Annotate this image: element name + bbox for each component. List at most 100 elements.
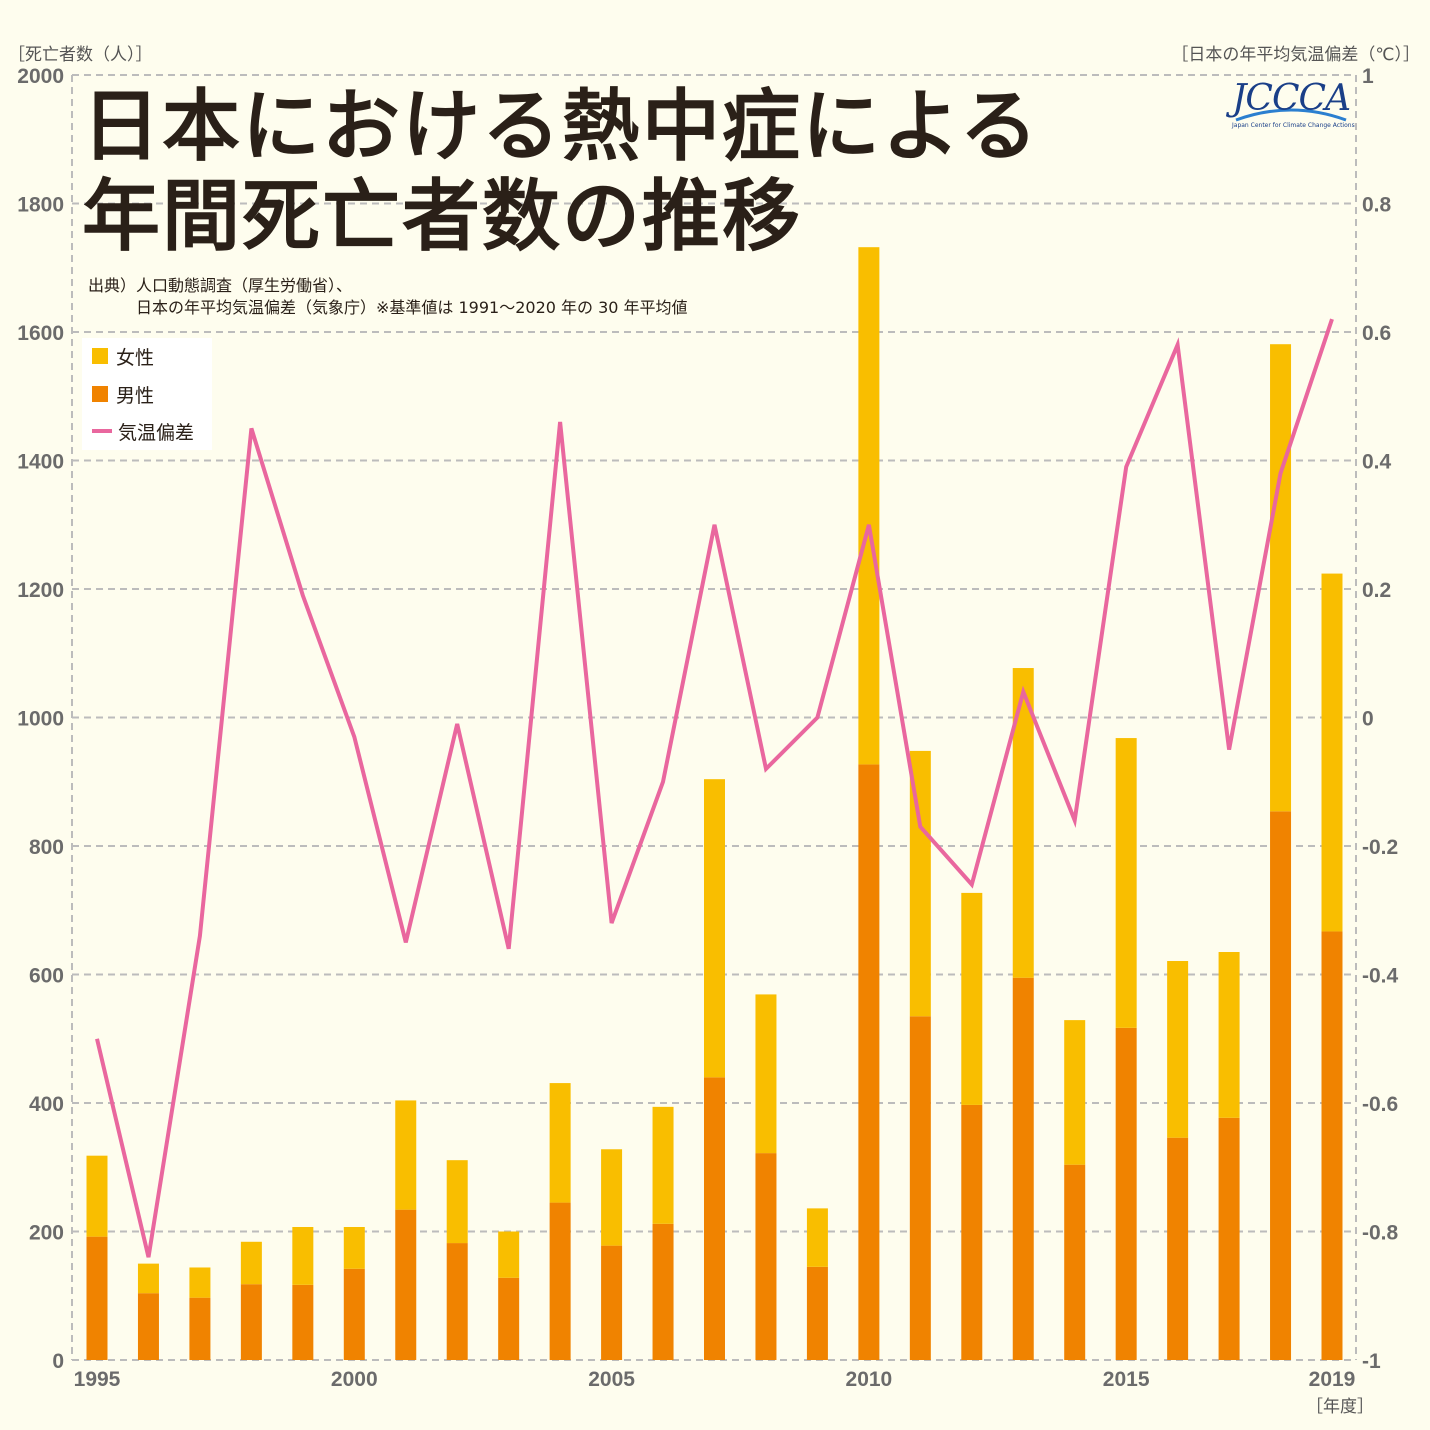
bar-female-2015 [1115, 738, 1137, 1028]
bar-male-2006 [652, 1223, 674, 1360]
bar-female-2010 [858, 247, 880, 765]
page-title-line2: 年間死亡者数の推移 [82, 172, 803, 262]
bar-female-2005 [601, 1149, 623, 1246]
x-tick-label: 2005 [588, 1368, 635, 1391]
source-line2: 日本の年平均気温偏差（気象庁）※基準値は 1991～2020 年の 30 年平均… [136, 298, 688, 317]
bar-female-1996 [137, 1263, 159, 1294]
bar-male-2005 [601, 1245, 623, 1360]
left-tick-label: 800 [29, 836, 64, 859]
right-tick-label: -0.2 [1362, 836, 1398, 859]
bar-male-2000 [343, 1268, 365, 1360]
right-tick-label: 0.6 [1362, 322, 1391, 345]
bar-male-2011 [909, 1016, 931, 1360]
bar-female-2001 [395, 1100, 417, 1210]
bar-female-2004 [549, 1083, 571, 1203]
left-tick-label: 1000 [17, 708, 64, 731]
bar-male-2014 [1064, 1164, 1086, 1360]
bar-male-2001 [395, 1209, 417, 1360]
right-tick-label: 0.8 [1362, 194, 1392, 217]
bar-female-2006 [652, 1106, 674, 1224]
bar-female-1997 [189, 1267, 211, 1298]
left-tick-label: 1200 [17, 579, 64, 602]
legend-label-female: 女性 [116, 346, 155, 369]
x-tick-label: 2019 [1309, 1368, 1356, 1391]
left-axis-ticks: 0 200 400 600 800 1000 1200 1400 1600 1800 2000 [17, 65, 64, 1373]
right-tick-label: -0.8 [1362, 1222, 1399, 1245]
bar-male-2015 [1115, 1027, 1137, 1360]
legend-label-male: 男性 [116, 384, 155, 407]
bar-female-2008 [755, 994, 777, 1154]
bar-female-2002 [446, 1160, 468, 1244]
bar-male-2018 [1270, 811, 1292, 1360]
bar-female-2018 [1270, 344, 1292, 812]
bar-female-2000 [343, 1227, 365, 1269]
x-tick-label: 2010 [846, 1368, 893, 1391]
source-line1: 出典）人口動態調査（厚生労働省）、 [88, 276, 353, 295]
bar-male-2013 [1012, 977, 1034, 1360]
bar-male-2004 [549, 1202, 571, 1360]
left-tick-label: 200 [29, 1222, 64, 1245]
bar-female-2011 [909, 750, 931, 1017]
male-swatch [92, 386, 108, 402]
bar-male-2009 [806, 1266, 828, 1360]
bar-female-2003 [498, 1231, 520, 1278]
bar-male-2019 [1321, 931, 1343, 1360]
bar-female-2017 [1218, 952, 1240, 1118]
page-title-line1: 日本における熱中症による [82, 82, 1040, 172]
left-tick-label: 1400 [17, 451, 64, 474]
bar-female-2012 [961, 892, 983, 1105]
legend-label-temperature: 気温偏差 [118, 421, 195, 444]
left-tick-label: 2000 [17, 65, 64, 88]
bar-male-1998 [240, 1284, 262, 1360]
temperature-swatch [92, 429, 112, 433]
logo-arc-icon [1235, 108, 1347, 122]
bar-male-2007 [704, 1077, 725, 1360]
right-tick-label: -1 [1362, 1350, 1381, 1373]
right-tick-label: 0.2 [1362, 579, 1391, 602]
bar-female-2014 [1064, 1020, 1086, 1165]
bar-male-2016 [1167, 1137, 1189, 1360]
left-tick-label: 400 [29, 1093, 64, 1116]
jccca-logo: JCCCA Japan Center for Climate Change Ac… [1232, 78, 1355, 134]
female-swatch [92, 348, 108, 364]
left-axis-unit: ［死亡者数（人）］ [8, 45, 153, 65]
bar-male-2002 [446, 1243, 468, 1360]
bar-female-2013 [1012, 668, 1034, 978]
bar-female-2019 [1321, 573, 1343, 932]
bar-male-2010 [858, 764, 880, 1360]
bar-female-2007 [704, 779, 725, 1078]
bar-female-1995 [86, 1155, 108, 1237]
right-tick-label: -0.4 [1362, 965, 1399, 988]
logo-text: JCCCA [1232, 78, 1351, 119]
bar-male-1999 [292, 1284, 314, 1360]
legend: 女性 男性 気温偏差 [82, 338, 212, 450]
bar-male-1997 [189, 1297, 211, 1360]
bar-male-2017 [1218, 1117, 1240, 1360]
bar-female-2016 [1167, 961, 1189, 1138]
legend-item-temperature: 気温偏差 [92, 419, 195, 444]
bar-male-2012 [961, 1104, 983, 1360]
right-tick-label: 0 [1362, 708, 1374, 731]
legend-item-female: 女性 [92, 344, 155, 369]
bar-female-2009 [806, 1208, 828, 1267]
bar-male-2003 [498, 1277, 520, 1360]
bar-female-1998 [240, 1241, 262, 1285]
temperature-line-series [95, 318, 1334, 1258]
left-tick-label: 1800 [17, 194, 64, 217]
bar-female-1999 [292, 1227, 314, 1285]
logo-subtitle: Japan Center for Climate Change Actions [1232, 122, 1355, 129]
x-tick-label: 2015 [1103, 1368, 1150, 1391]
left-tick-label: 600 [29, 965, 64, 988]
bar-series [86, 247, 1343, 1360]
x-tick-label: 2000 [331, 1368, 378, 1391]
x-tick-label: 1995 [74, 1368, 121, 1391]
x-axis-unit: ［年度］ [1306, 1397, 1374, 1417]
bar-male-1996 [137, 1293, 159, 1360]
bar-male-2008 [755, 1153, 777, 1360]
left-tick-label: 1600 [17, 322, 64, 345]
right-axis-ticks: -1 -0.8 -0.6 -0.4 -0.2 0 0.2 0.4 0.6 0.8 1 [1362, 65, 1399, 1373]
right-tick-label: 1 [1362, 65, 1374, 88]
left-tick-label: 0 [52, 1350, 64, 1373]
x-axis-ticks: 1995 2000 2005 2010 2015 2019 [74, 1368, 1356, 1391]
